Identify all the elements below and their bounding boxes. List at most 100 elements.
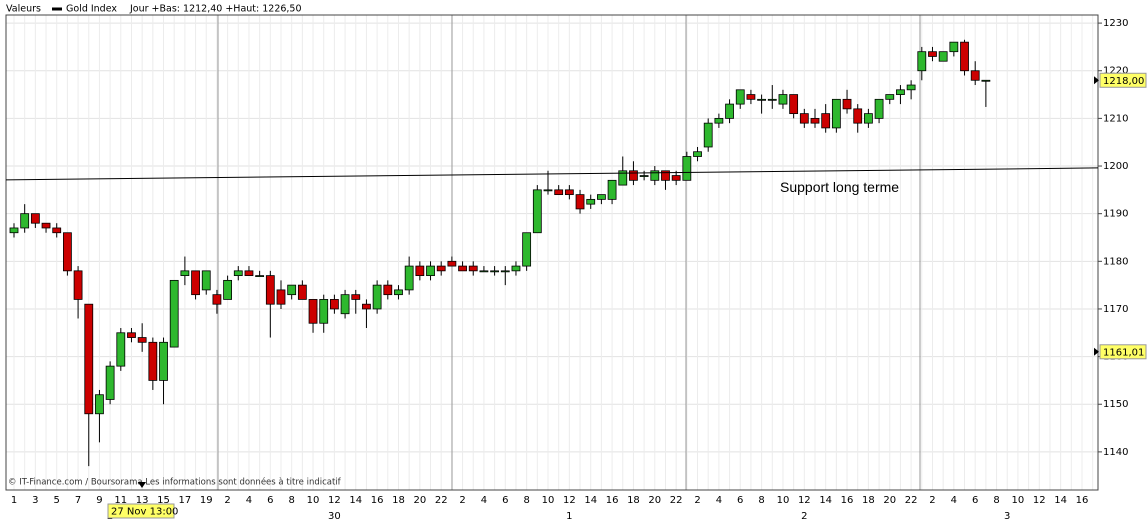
candle-body bbox=[383, 284, 393, 296]
candle-body bbox=[917, 51, 927, 72]
x-day-label: 2 bbox=[801, 511, 807, 522]
x-tick-label: 13 bbox=[136, 495, 149, 506]
x-tick-label: 16 bbox=[1076, 495, 1089, 506]
candle-body bbox=[938, 51, 948, 62]
candle-body bbox=[607, 179, 617, 200]
candle-body bbox=[255, 275, 265, 278]
cursor-value-label: 1161,01 bbox=[1103, 347, 1144, 358]
x-tick-label: 4 bbox=[481, 495, 487, 506]
candle-body bbox=[436, 265, 446, 272]
candle-body bbox=[757, 98, 766, 101]
x-tick-label: 8 bbox=[758, 495, 764, 506]
y-tick-label: 1230 bbox=[1103, 18, 1128, 29]
x-tick-label: 12 bbox=[1033, 495, 1046, 506]
x-tick-label: 18 bbox=[627, 495, 640, 506]
candle-body bbox=[212, 294, 222, 305]
candle-body bbox=[30, 213, 40, 224]
candle-body bbox=[543, 189, 553, 192]
candle-body bbox=[201, 270, 211, 291]
candle-body bbox=[928, 51, 937, 57]
candle-body bbox=[169, 279, 179, 348]
x-tick-label: 22 bbox=[435, 495, 448, 506]
candle-body bbox=[372, 284, 382, 310]
candle-body bbox=[63, 232, 72, 272]
x-tick-label: 3 bbox=[32, 495, 38, 506]
candle-body bbox=[949, 41, 959, 53]
candle-body bbox=[799, 113, 809, 124]
x-tick-label: 7 bbox=[75, 495, 81, 506]
candle-body bbox=[127, 332, 136, 338]
candle-body bbox=[981, 79, 991, 82]
x-tick-label: 6 bbox=[972, 495, 978, 506]
x-tick-label: 2 bbox=[459, 495, 465, 506]
x-tick-label: 12 bbox=[798, 495, 811, 506]
candle-body bbox=[233, 270, 243, 277]
x-tick-label: 22 bbox=[670, 495, 683, 506]
candle-body bbox=[468, 265, 478, 272]
candle-body bbox=[532, 189, 542, 234]
x-tick-label: 9 bbox=[96, 495, 102, 506]
support-label: Support long terme bbox=[780, 179, 899, 195]
candle-body bbox=[564, 189, 574, 196]
candle-body bbox=[394, 289, 403, 296]
candle-body bbox=[906, 84, 916, 91]
overlay: Support long terme 1218,00 1161,01 bbox=[5, 72, 1147, 360]
candle-body bbox=[9, 227, 19, 234]
x-tick-label: 8 bbox=[993, 495, 999, 506]
x-tick-label: 15 bbox=[157, 495, 170, 506]
y-tick-label: 1190 bbox=[1103, 209, 1128, 220]
x-tick-label: 14 bbox=[819, 495, 832, 506]
candle-body bbox=[265, 275, 275, 305]
candle-body bbox=[148, 341, 158, 381]
candle-body bbox=[191, 270, 200, 296]
candle-body bbox=[458, 265, 467, 272]
x-tick-label: 20 bbox=[883, 495, 896, 506]
candle-body bbox=[618, 170, 628, 186]
candle-body bbox=[810, 117, 820, 124]
candle-body bbox=[351, 294, 361, 300]
candle-body bbox=[52, 227, 62, 234]
candle-body bbox=[105, 365, 115, 400]
cursor-value-box bbox=[1099, 344, 1147, 360]
candle-body bbox=[276, 289, 286, 305]
x-tick-label: 20 bbox=[413, 495, 426, 506]
candles bbox=[9, 39, 991, 467]
candle-body bbox=[842, 98, 852, 110]
x-tick-label: 14 bbox=[1054, 495, 1067, 506]
candle-body bbox=[735, 89, 745, 105]
candle-body bbox=[778, 94, 788, 105]
candle-body bbox=[671, 175, 681, 181]
candle-body bbox=[137, 337, 147, 343]
candle-body bbox=[789, 94, 799, 115]
candle-body bbox=[20, 213, 30, 229]
candle-body bbox=[554, 189, 564, 196]
x-tick-label: 4 bbox=[951, 495, 957, 506]
last-value-box bbox=[1099, 72, 1147, 88]
candle-body bbox=[404, 265, 414, 291]
candle-body bbox=[725, 103, 734, 119]
x-day-label: 1 bbox=[566, 511, 572, 522]
x-tick-label: 16 bbox=[606, 495, 619, 506]
x-tick-label: 18 bbox=[392, 495, 405, 506]
x-tick-label: 20 bbox=[648, 495, 661, 506]
candle-body bbox=[682, 156, 692, 181]
x-tick-label: 10 bbox=[307, 495, 320, 506]
candle-body bbox=[831, 98, 841, 129]
support-line bbox=[5, 167, 1099, 181]
x-tick-label: 18 bbox=[862, 495, 875, 506]
candle-body bbox=[329, 299, 339, 310]
plot-frame bbox=[5, 14, 1099, 491]
x-tick-label: 4 bbox=[246, 495, 252, 506]
candle-body bbox=[864, 113, 873, 124]
candle-body bbox=[447, 260, 457, 267]
candle-body bbox=[479, 270, 489, 273]
candle-body bbox=[490, 270, 500, 273]
candle-body bbox=[746, 94, 756, 100]
candle-body bbox=[362, 303, 371, 310]
x-tick-label: 2 bbox=[929, 495, 935, 506]
x-tick-label: 19 bbox=[200, 495, 213, 506]
candle-body bbox=[575, 194, 585, 210]
candle-body bbox=[960, 41, 969, 72]
